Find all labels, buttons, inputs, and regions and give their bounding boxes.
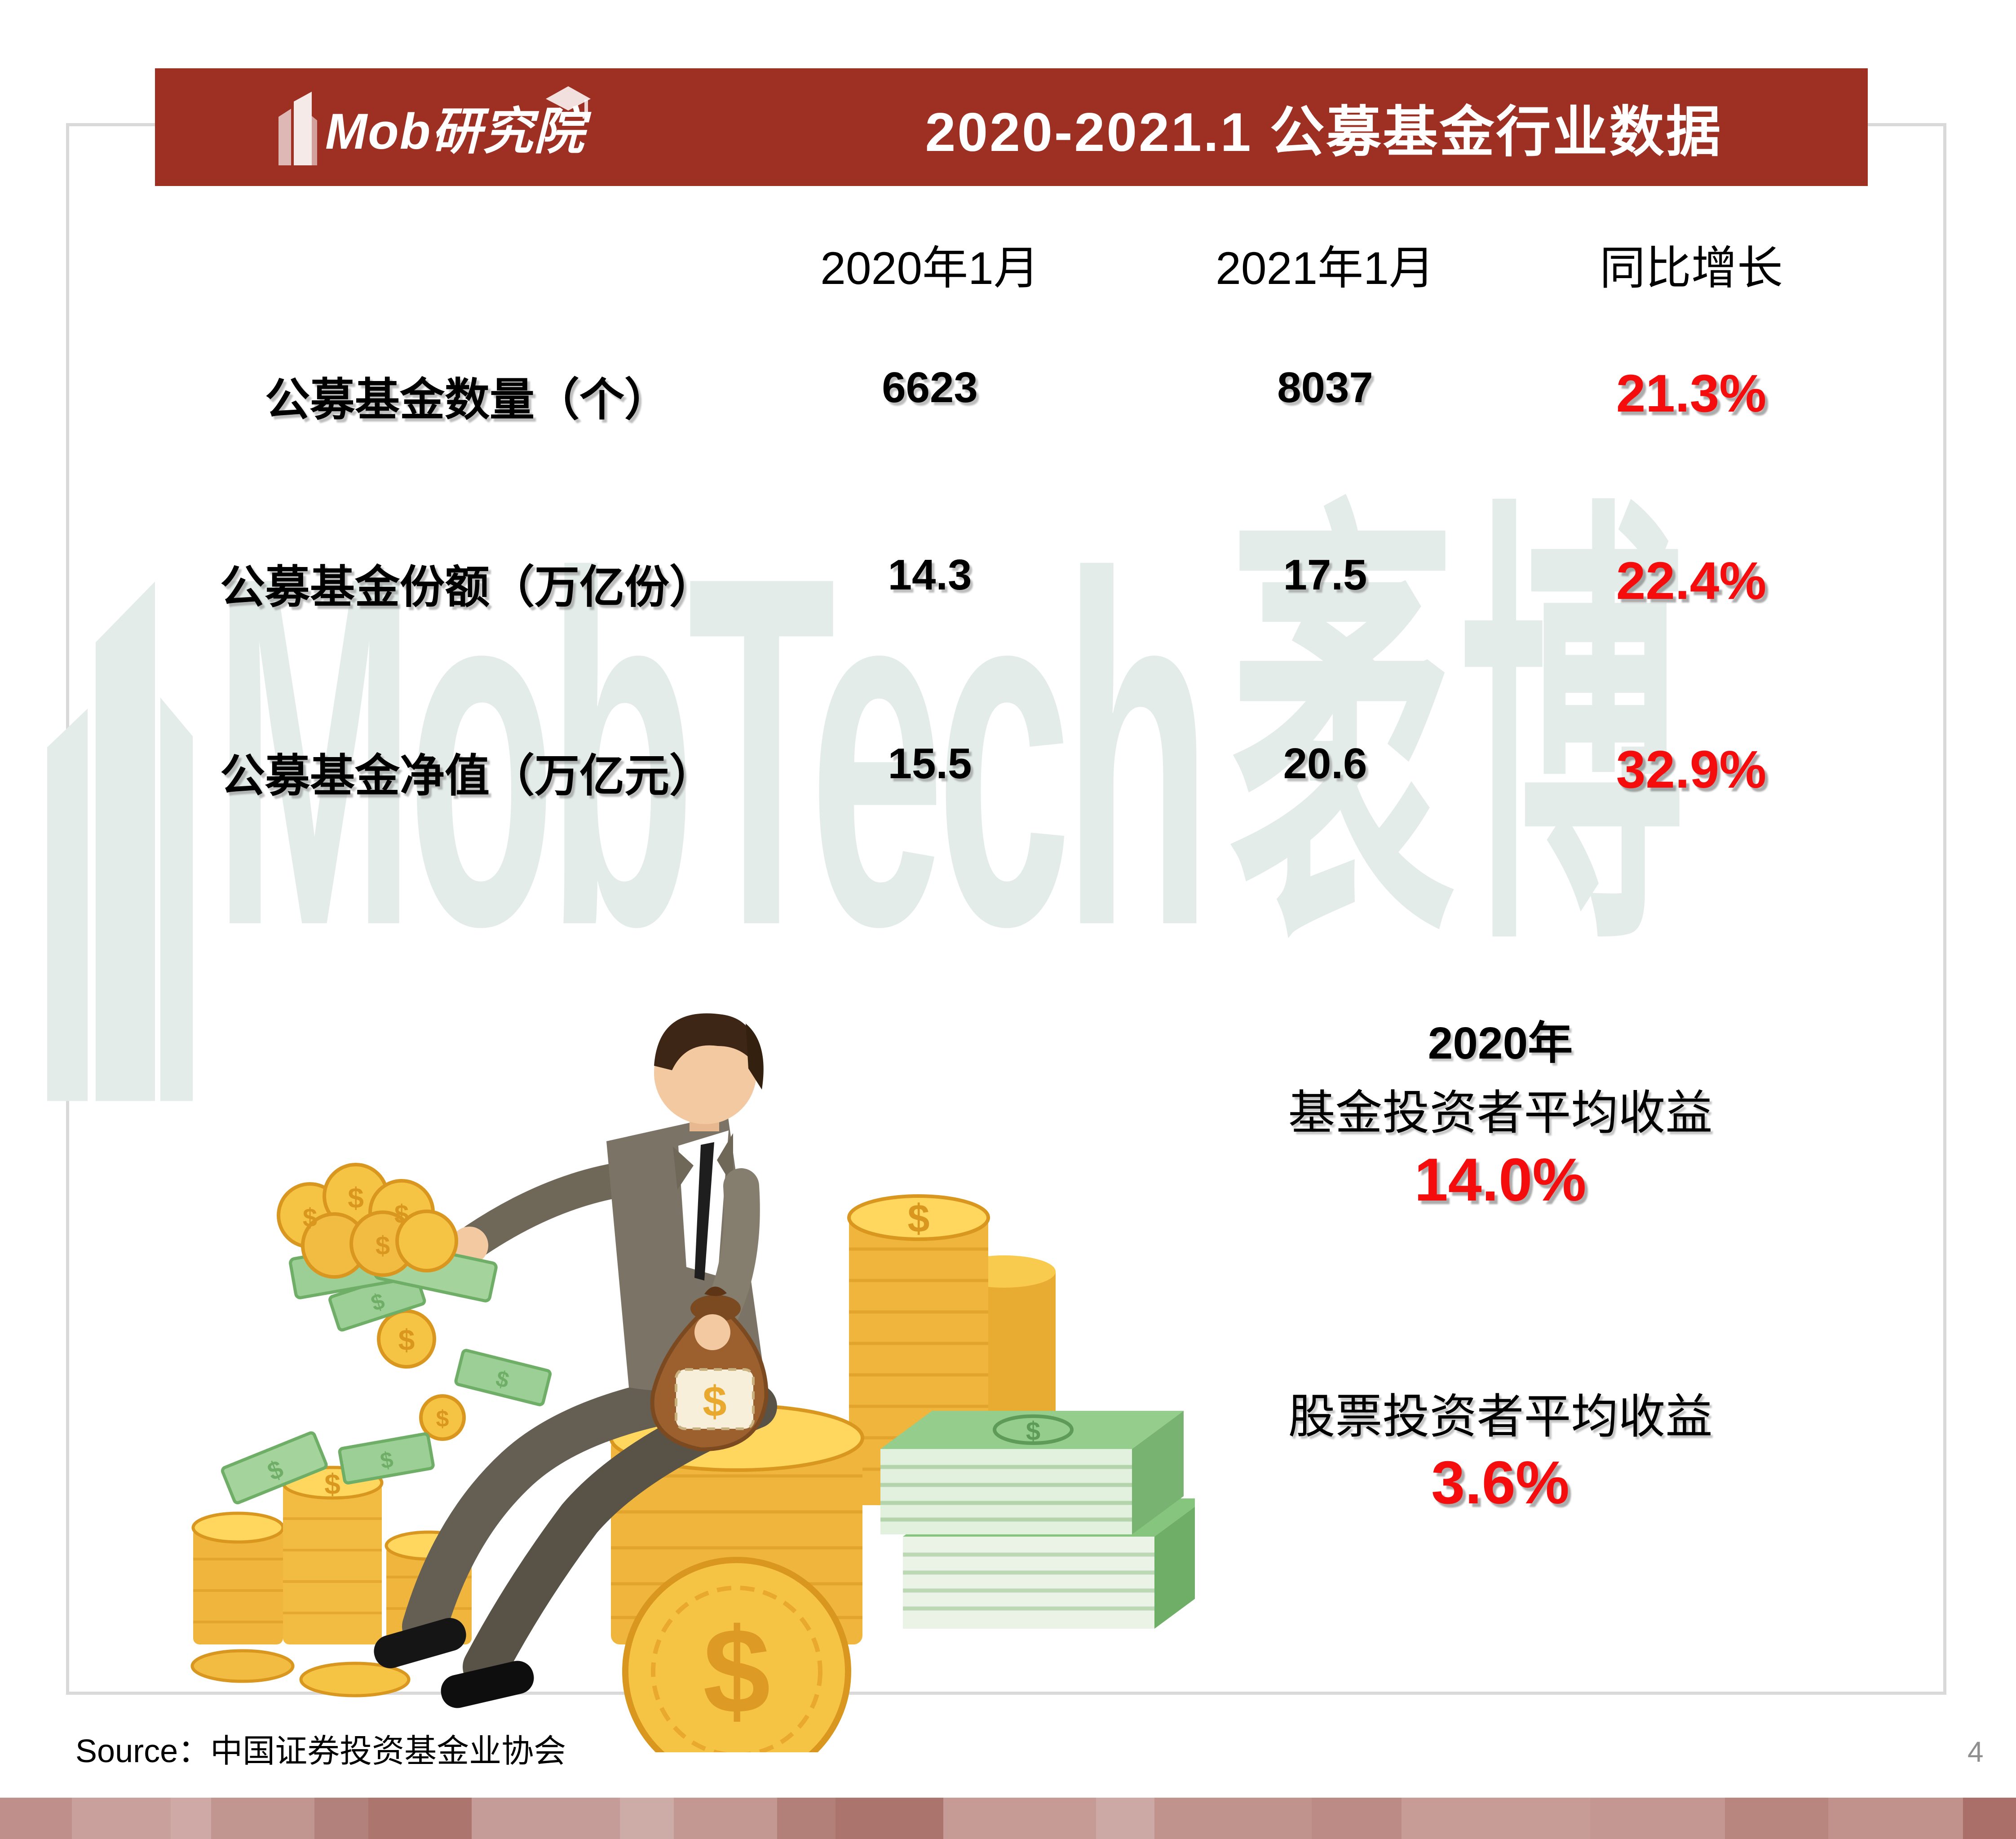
hand-icon (694, 1314, 730, 1350)
value-2020: 14.3 (888, 551, 972, 599)
stats-year: 2020年 (1428, 1018, 1573, 1068)
money-man-illustration: $ $ $ (190, 1013, 1195, 1752)
value-2021: 17.5 (1283, 551, 1367, 599)
brand-logo-text: Mob研究院 (325, 103, 585, 160)
banknote-stacks-icon: $ (880, 1411, 1195, 1629)
value-growth: 21.3% (1616, 364, 1767, 423)
graduation-cap-icon (546, 86, 591, 119)
svg-text:$: $ (303, 1203, 317, 1232)
footer-strip-band (1963, 1798, 2016, 1839)
footer-strip-band (211, 1798, 314, 1839)
source-note: Source：中国证券投资基金业协会 (75, 1733, 566, 1769)
big-coin-icon: $ (622, 1557, 851, 1752)
svg-text:$: $ (394, 1200, 409, 1229)
money-bag-icon: $ (650, 1286, 769, 1452)
col-header-2020: 2020年1月 (820, 243, 1039, 294)
stock-return-label: 股票投资者平均收益 (1288, 1391, 1713, 1443)
footer-strip-band (1401, 1798, 1590, 1839)
fund-return-value: 14.0% (1414, 1146, 1587, 1214)
footer-strip-band (472, 1798, 620, 1839)
page-title: 2020-2021.1 公募基金行业数据 (925, 101, 1723, 163)
falling-money-icon: $ $ $ $ $ (328, 1269, 552, 1484)
svg-text:$: $ (348, 1182, 364, 1214)
footer-strip (0, 1798, 2016, 1839)
banknote-icon: $ (221, 1431, 328, 1505)
footer-strip-band (1312, 1798, 1401, 1839)
footer-strip-band (836, 1798, 943, 1839)
value-2021: 20.6 (1283, 740, 1367, 788)
footer-strip-band (314, 1798, 368, 1839)
svg-text:$: $ (376, 1231, 390, 1260)
svg-text:$: $ (436, 1406, 449, 1432)
footer-strip-band (0, 1798, 72, 1839)
footer-strip-band (72, 1798, 171, 1839)
svg-text:$: $ (398, 1323, 415, 1356)
shoe-icon (374, 1618, 534, 1708)
col-header-growth: 同比增长 (1600, 243, 1783, 294)
fund-return-label: 基金投资者平均收益 (1288, 1087, 1713, 1139)
held-coins-icon: $ $ $ $ (277, 1163, 498, 1303)
footer-strip-band (674, 1798, 777, 1839)
banner: Mob研究院 2020-2021.1 公募基金行业数据 (155, 68, 1868, 186)
svg-text:$: $ (703, 1378, 726, 1426)
svg-text:$: $ (324, 1468, 340, 1500)
row-label: 公募基金数量（个） (265, 375, 669, 425)
stock-return-value: 3.6% (1431, 1449, 1569, 1516)
footer-strip-band (620, 1798, 674, 1839)
svg-text:$: $ (703, 1604, 770, 1739)
row-label: 公募基金净值（万亿元） (220, 751, 714, 801)
svg-text:$: $ (908, 1196, 930, 1241)
footer-strip-band (368, 1798, 472, 1839)
brand-logo: Mob研究院 (279, 68, 591, 186)
row-label: 公募基金份额（万亿份） (220, 562, 714, 612)
footer-strip-band (943, 1798, 1096, 1839)
col-header-2021: 2021年1月 (1216, 243, 1435, 294)
value-growth: 32.9% (1616, 740, 1767, 799)
footer-strip-band (1154, 1798, 1312, 1839)
value-2020: 6623 (882, 363, 978, 412)
svg-text:$: $ (1026, 1417, 1040, 1446)
value-2020: 15.5 (888, 740, 972, 788)
footer-strip-band (777, 1798, 836, 1839)
footer-strip-band (1590, 1798, 1725, 1839)
footer-strip-band (1096, 1798, 1154, 1839)
footer-strip-band (1828, 1798, 1963, 1839)
value-2021: 8037 (1277, 363, 1373, 412)
value-growth: 22.4% (1616, 551, 1767, 611)
brand-building-icon (279, 92, 317, 165)
page-number: 4 (1967, 1736, 1984, 1768)
footer-strip-band (1725, 1798, 1828, 1839)
footer-strip-band (171, 1798, 211, 1839)
